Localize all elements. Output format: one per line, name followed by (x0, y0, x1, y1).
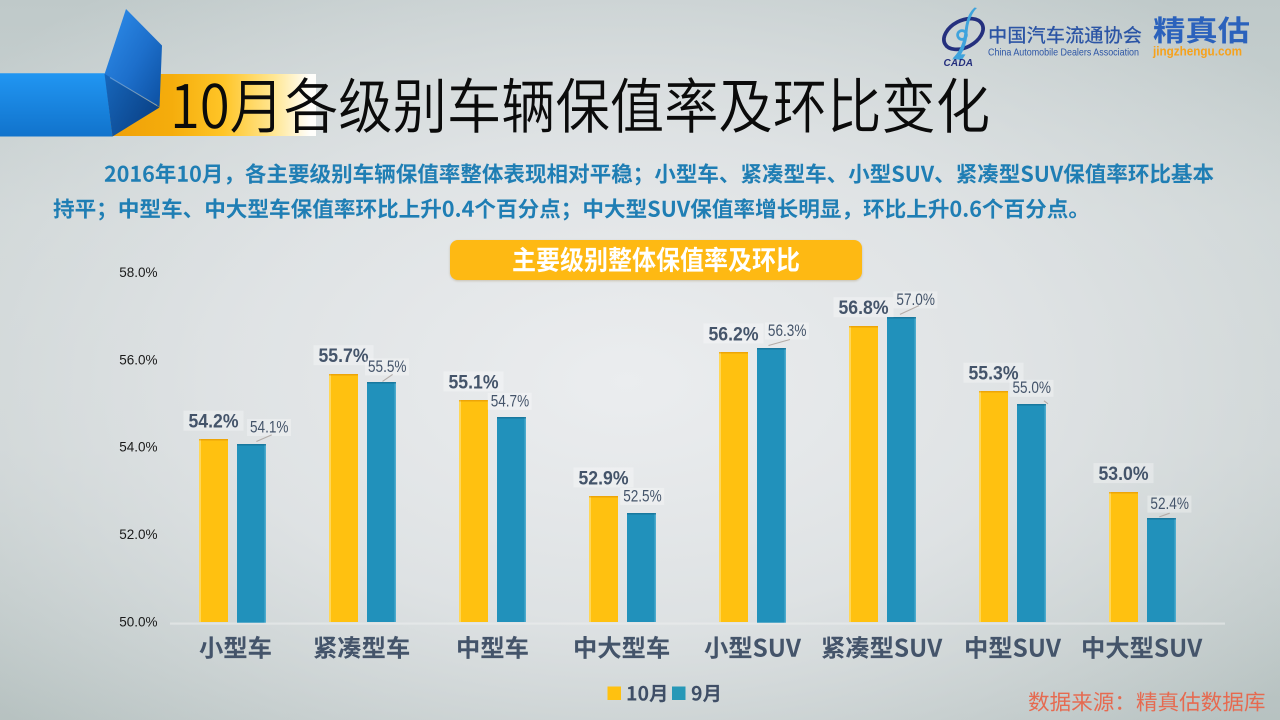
svg-text:55.5%: 55.5% (368, 358, 407, 376)
svg-text:57.0%: 57.0% (896, 291, 935, 309)
svg-text:CADA: CADA (944, 58, 974, 68)
svg-text:58.0%: 58.0% (119, 265, 157, 280)
svg-text:53.0%: 53.0% (1099, 463, 1149, 485)
svg-text:52.4%: 52.4% (1150, 495, 1189, 513)
svg-text:56.2%: 56.2% (709, 323, 759, 345)
svg-text:55.7%: 55.7% (319, 345, 369, 367)
svg-text:55.1%: 55.1% (449, 371, 499, 393)
svg-text:56.8%: 56.8% (839, 297, 889, 319)
svg-text:52.5%: 52.5% (623, 487, 662, 505)
svg-text:52.0%: 52.0% (119, 527, 157, 542)
svg-text:50.0%: 50.0% (119, 614, 157, 629)
svg-text:56.3%: 56.3% (768, 322, 807, 340)
svg-text:jingzhengu.com: jingzhengu.com (1152, 44, 1242, 59)
svg-text:54.1%: 54.1% (250, 419, 289, 437)
svg-text:54.0%: 54.0% (119, 440, 157, 455)
svg-text:54.2%: 54.2% (189, 411, 239, 433)
svg-text:52.9%: 52.9% (579, 467, 629, 489)
svg-text:54.7%: 54.7% (491, 392, 530, 410)
svg-text:55.0%: 55.0% (1013, 379, 1052, 397)
svg-text:55.3%: 55.3% (969, 363, 1019, 385)
svg-text:56.0%: 56.0% (119, 352, 157, 367)
svg-text:China Automobile Dealers Assoc: China Automobile Dealers Association (988, 48, 1139, 59)
